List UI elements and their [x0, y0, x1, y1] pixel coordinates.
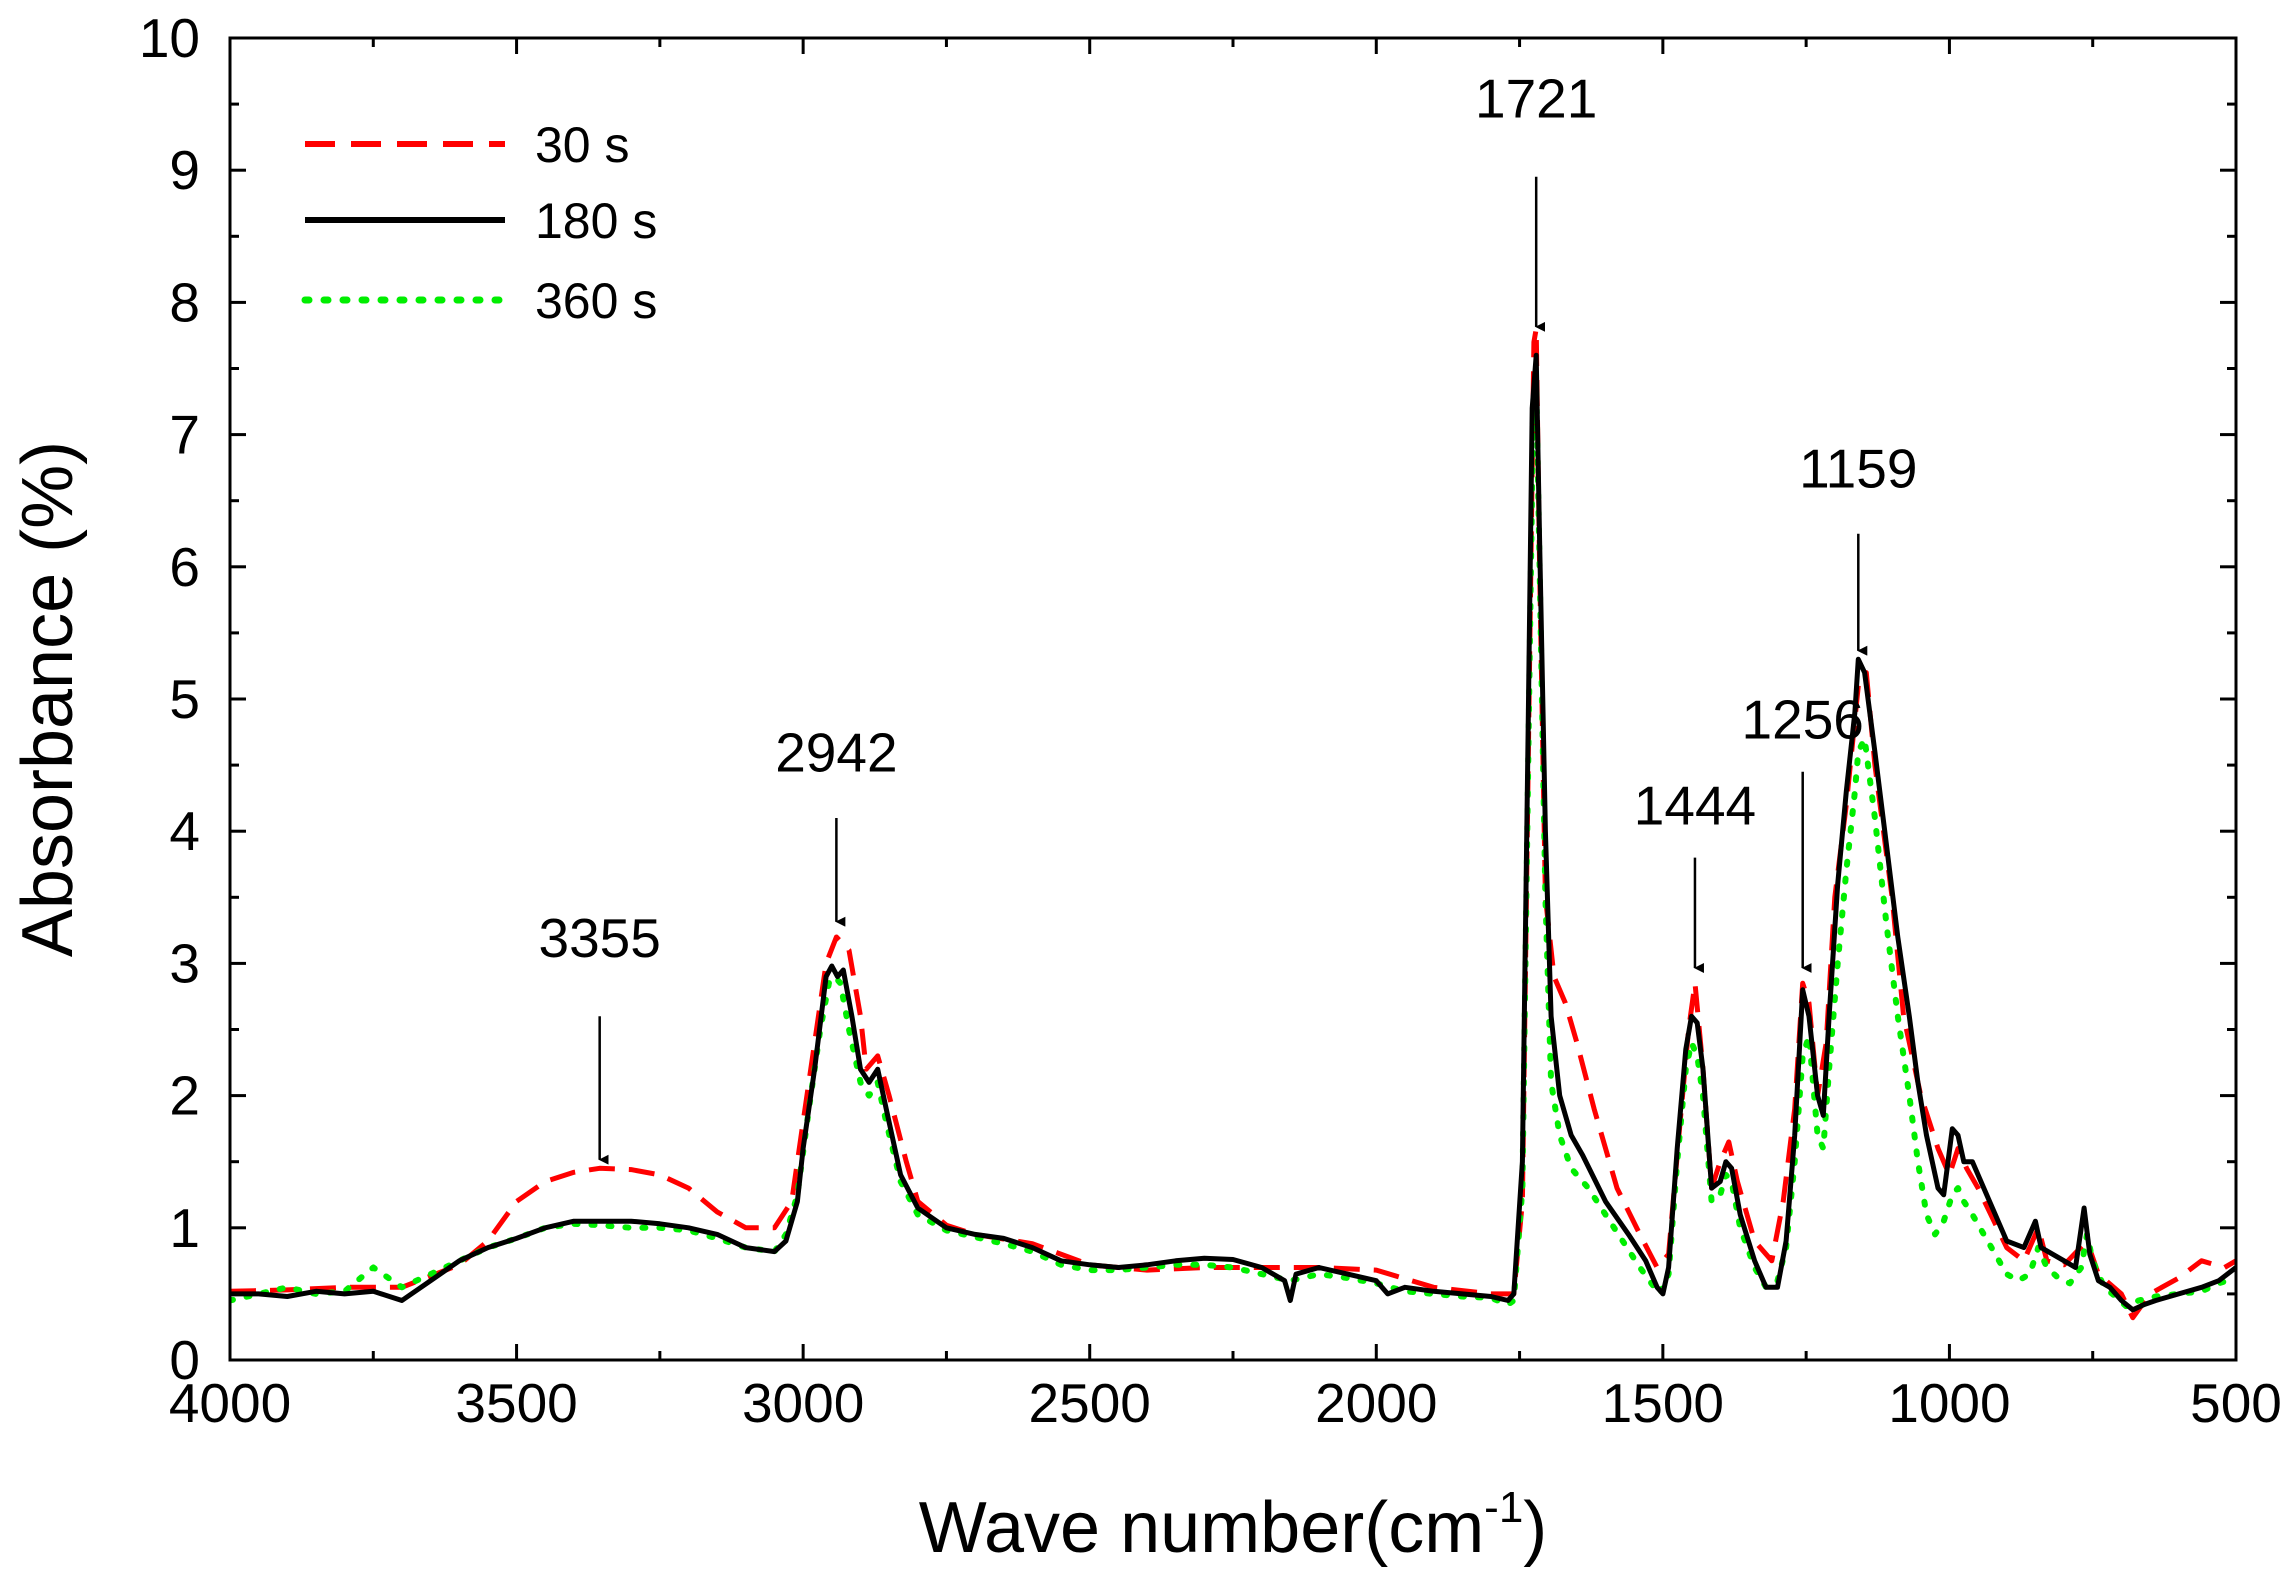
legend-label-360s: 360 s — [535, 273, 657, 329]
x-tick-label: 4000 — [169, 1372, 291, 1434]
series-line-30s — [230, 326, 2236, 1321]
y-tick-label: 8 — [169, 271, 200, 333]
peak-label-1444: 1444 — [1634, 775, 1756, 837]
peak-label-3355: 3355 — [538, 907, 660, 969]
peak-annotations: 3355 2942 1721 1444 1256 1159 — [538, 67, 1917, 1165]
peak-label-1721: 1721 — [1475, 67, 1597, 129]
x-tick-label: 2000 — [1315, 1372, 1437, 1434]
y-axis-title: Absorbance (%) — [8, 441, 88, 957]
series-line-180s — [230, 352, 2236, 1313]
y-tick-label: 0 — [169, 1329, 200, 1391]
legend-label-180s: 180 s — [535, 193, 657, 249]
peak-label-1256: 1256 — [1742, 689, 1864, 751]
y-tick-label: 9 — [169, 139, 200, 201]
y-tick-label: 3 — [169, 932, 200, 994]
y-tick-label: 5 — [169, 668, 200, 730]
x-tick-label: 500 — [2190, 1372, 2282, 1434]
x-axis-title: Wave number(cm-1) — [919, 1483, 1548, 1568]
legend: 30 s 180 s 360 s — [301, 117, 657, 329]
peak-label-2942: 2942 — [775, 722, 897, 784]
y-tick-label: 2 — [169, 1065, 200, 1127]
x-axis-title-sup: -1 — [1484, 1483, 1523, 1532]
x-tick-label: 3500 — [455, 1372, 577, 1434]
x-axis-title-main: Wave number(cm — [919, 1488, 1484, 1568]
x-tick-label: 2500 — [1029, 1372, 1151, 1434]
series-layer — [230, 326, 2236, 1321]
x-tick-label: 1500 — [1602, 1372, 1724, 1434]
axis-ticks: 4000 3500 3000 2500 2000 1500 1000 500 0 1 2 3 4 5 6 7 8… — [139, 7, 2282, 1434]
x-tick-label: 1000 — [1888, 1372, 2010, 1434]
y-tick-label: 6 — [169, 536, 200, 598]
legend-label-30s: 30 s — [535, 117, 630, 173]
y-tick-label: 1 — [169, 1197, 200, 1259]
plot-frame — [228, 36, 2238, 1362]
y-tick-label: 4 — [169, 800, 200, 862]
peak-label-1159: 1159 — [1799, 437, 1917, 499]
y-tick-label: 10 — [139, 7, 200, 69]
y-tick-label: 7 — [169, 404, 200, 466]
x-axis-title-close: ) — [1523, 1488, 1547, 1568]
x-tick-label: 3000 — [742, 1372, 864, 1434]
